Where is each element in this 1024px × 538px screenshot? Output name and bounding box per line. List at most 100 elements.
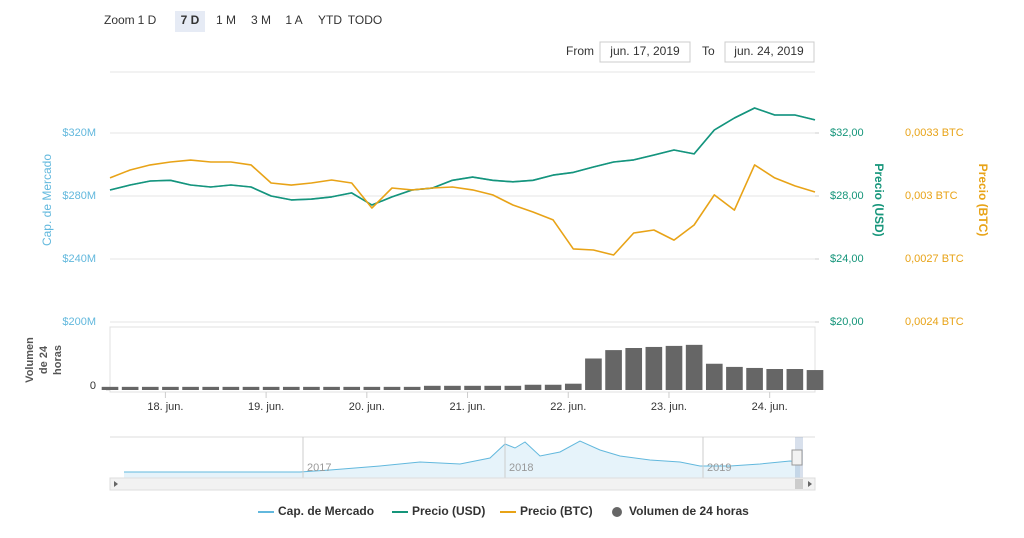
- volume-bar: [121, 386, 139, 390]
- zoom-button[interactable]: 1 D: [138, 13, 157, 27]
- legend-label[interactable]: Cap. de Mercado: [278, 504, 374, 518]
- legend: Cap. de Mercado Precio (USD) Precio (BTC) V…: [258, 504, 749, 518]
- legend-label[interactable]: Precio (USD): [412, 504, 485, 518]
- volume-tick-label: 0: [90, 380, 96, 392]
- volume-bar: [464, 385, 481, 390]
- y3-axis-title: Precio (BTC): [976, 164, 990, 237]
- y2-tick-label: $28,00: [830, 190, 864, 202]
- volume-bar: [343, 386, 361, 390]
- volume-bar: [141, 386, 159, 390]
- scrollbar-thumb[interactable]: [795, 479, 803, 489]
- scrollbar[interactable]: [109, 477, 816, 491]
- series-line: [109, 107, 816, 206]
- volume-bar: [806, 370, 824, 390]
- volume-bar: [162, 386, 179, 390]
- navigator-label: 2018: [509, 462, 533, 474]
- y-tick-label: $200M: [62, 316, 96, 328]
- navigator-label: 2017: [307, 462, 331, 474]
- legend-label[interactable]: Volumen de 24 horas: [629, 504, 749, 518]
- zoom-buttons: 1 D 7 D 1 M 3 M 1 A YTD TODO: [138, 11, 382, 32]
- volume-bar: [222, 386, 240, 390]
- zoom-button[interactable]: 1 A: [285, 13, 302, 27]
- scroll-right[interactable]: [808, 481, 812, 487]
- x-tick-label: 23. jun.: [651, 401, 687, 413]
- volume-bar: [202, 386, 220, 390]
- volume-bar: [262, 386, 280, 390]
- from-label: From: [566, 44, 594, 58]
- volume-bar: [665, 345, 683, 390]
- volume-bar: [605, 350, 622, 390]
- navigator: 2017 2018 2019: [109, 436, 816, 491]
- navigator-area: [124, 441, 800, 478]
- navigator-label: 2019: [707, 462, 731, 474]
- volume-bar: [726, 366, 743, 390]
- volume-panel: [109, 326, 816, 393]
- volume-bar: [564, 383, 582, 390]
- volume-bar: [383, 386, 401, 390]
- y3-tick-label: 0,0033 BTC: [905, 127, 964, 139]
- volume-title-line: horas: [52, 345, 64, 375]
- from-input[interactable]: [599, 41, 691, 63]
- to-date[interactable]: jun. 24, 2019: [733, 44, 804, 58]
- y3-tick-label: 0,0027 BTC: [905, 253, 964, 265]
- to-input[interactable]: [724, 41, 815, 63]
- x-tick-label: 19. jun.: [248, 401, 284, 413]
- volume-title-line: Volumen: [24, 337, 36, 383]
- zoom-button[interactable]: YTD: [318, 13, 342, 27]
- y2-axis-title: Precio (USD): [872, 163, 886, 236]
- x-tick-label: 24. jun.: [752, 401, 788, 413]
- y-tick-label: $280M: [62, 190, 96, 202]
- volume-bar: [363, 386, 381, 390]
- y-tick-label: $320M: [62, 127, 96, 139]
- volume-bar: [484, 385, 502, 390]
- volume-bar: [544, 384, 562, 390]
- y3-tick-label: 0,003 BTC: [905, 190, 958, 202]
- volume-bar: [625, 348, 643, 390]
- volume-bar: [242, 386, 260, 390]
- y2-tick-label: $32,00: [830, 127, 864, 139]
- zoom-button[interactable]: 1 M: [216, 13, 236, 27]
- navigator-handle[interactable]: [791, 449, 803, 466]
- legend-label[interactable]: Precio (BTC): [520, 504, 593, 518]
- volume-bar: [323, 386, 340, 390]
- navigator-line: [124, 440, 801, 473]
- volume-bar: [403, 386, 421, 390]
- legend-symbol: [612, 507, 622, 517]
- volume-bar: [585, 358, 602, 390]
- volume-bar: [705, 363, 723, 390]
- y2-tick-label: $24,00: [830, 253, 864, 265]
- volume-bar: [685, 344, 703, 390]
- volume-bar: [282, 386, 300, 390]
- volume-bar: [182, 386, 199, 390]
- series-line: [109, 107, 816, 206]
- x-tick-label: 20. jun.: [349, 401, 385, 413]
- volume-bar: [766, 369, 784, 390]
- to-label: To: [702, 44, 715, 58]
- volume-bar: [645, 346, 663, 390]
- x-tick-label: 21. jun.: [449, 401, 485, 413]
- zoom-button[interactable]: 7 D: [181, 13, 200, 27]
- y-axis-title: Cap. de Mercado: [40, 154, 54, 246]
- x-tick-label: 22. jun.: [550, 401, 586, 413]
- y3-tick-label: 0,0024 BTC: [905, 316, 964, 328]
- volume-bar: [423, 385, 441, 390]
- zoom-button[interactable]: 3 M: [251, 13, 271, 27]
- volume-bar: [101, 386, 119, 390]
- scroll-left[interactable]: [114, 481, 118, 487]
- volume-bar: [746, 367, 763, 390]
- from-date[interactable]: jun. 17, 2019: [609, 44, 680, 58]
- x-tick-label: 18. jun.: [147, 401, 183, 413]
- y2-tick-label: $20,00: [830, 316, 864, 328]
- volume-bar: [303, 386, 320, 390]
- volume-bar: [786, 369, 804, 390]
- volume-bar: [444, 385, 461, 390]
- volume-title-line: de 24: [38, 345, 50, 374]
- zoom-label: Zoom: [104, 13, 135, 27]
- volume-bar: [524, 384, 542, 390]
- volume-bar: [504, 385, 522, 390]
- volume-axis-title: Volumen de 24 horas: [24, 337, 64, 383]
- y-tick-label: $240M: [62, 253, 96, 265]
- zoom-button-bg[interactable]: [175, 11, 205, 32]
- zoom-button[interactable]: TODO: [348, 13, 382, 27]
